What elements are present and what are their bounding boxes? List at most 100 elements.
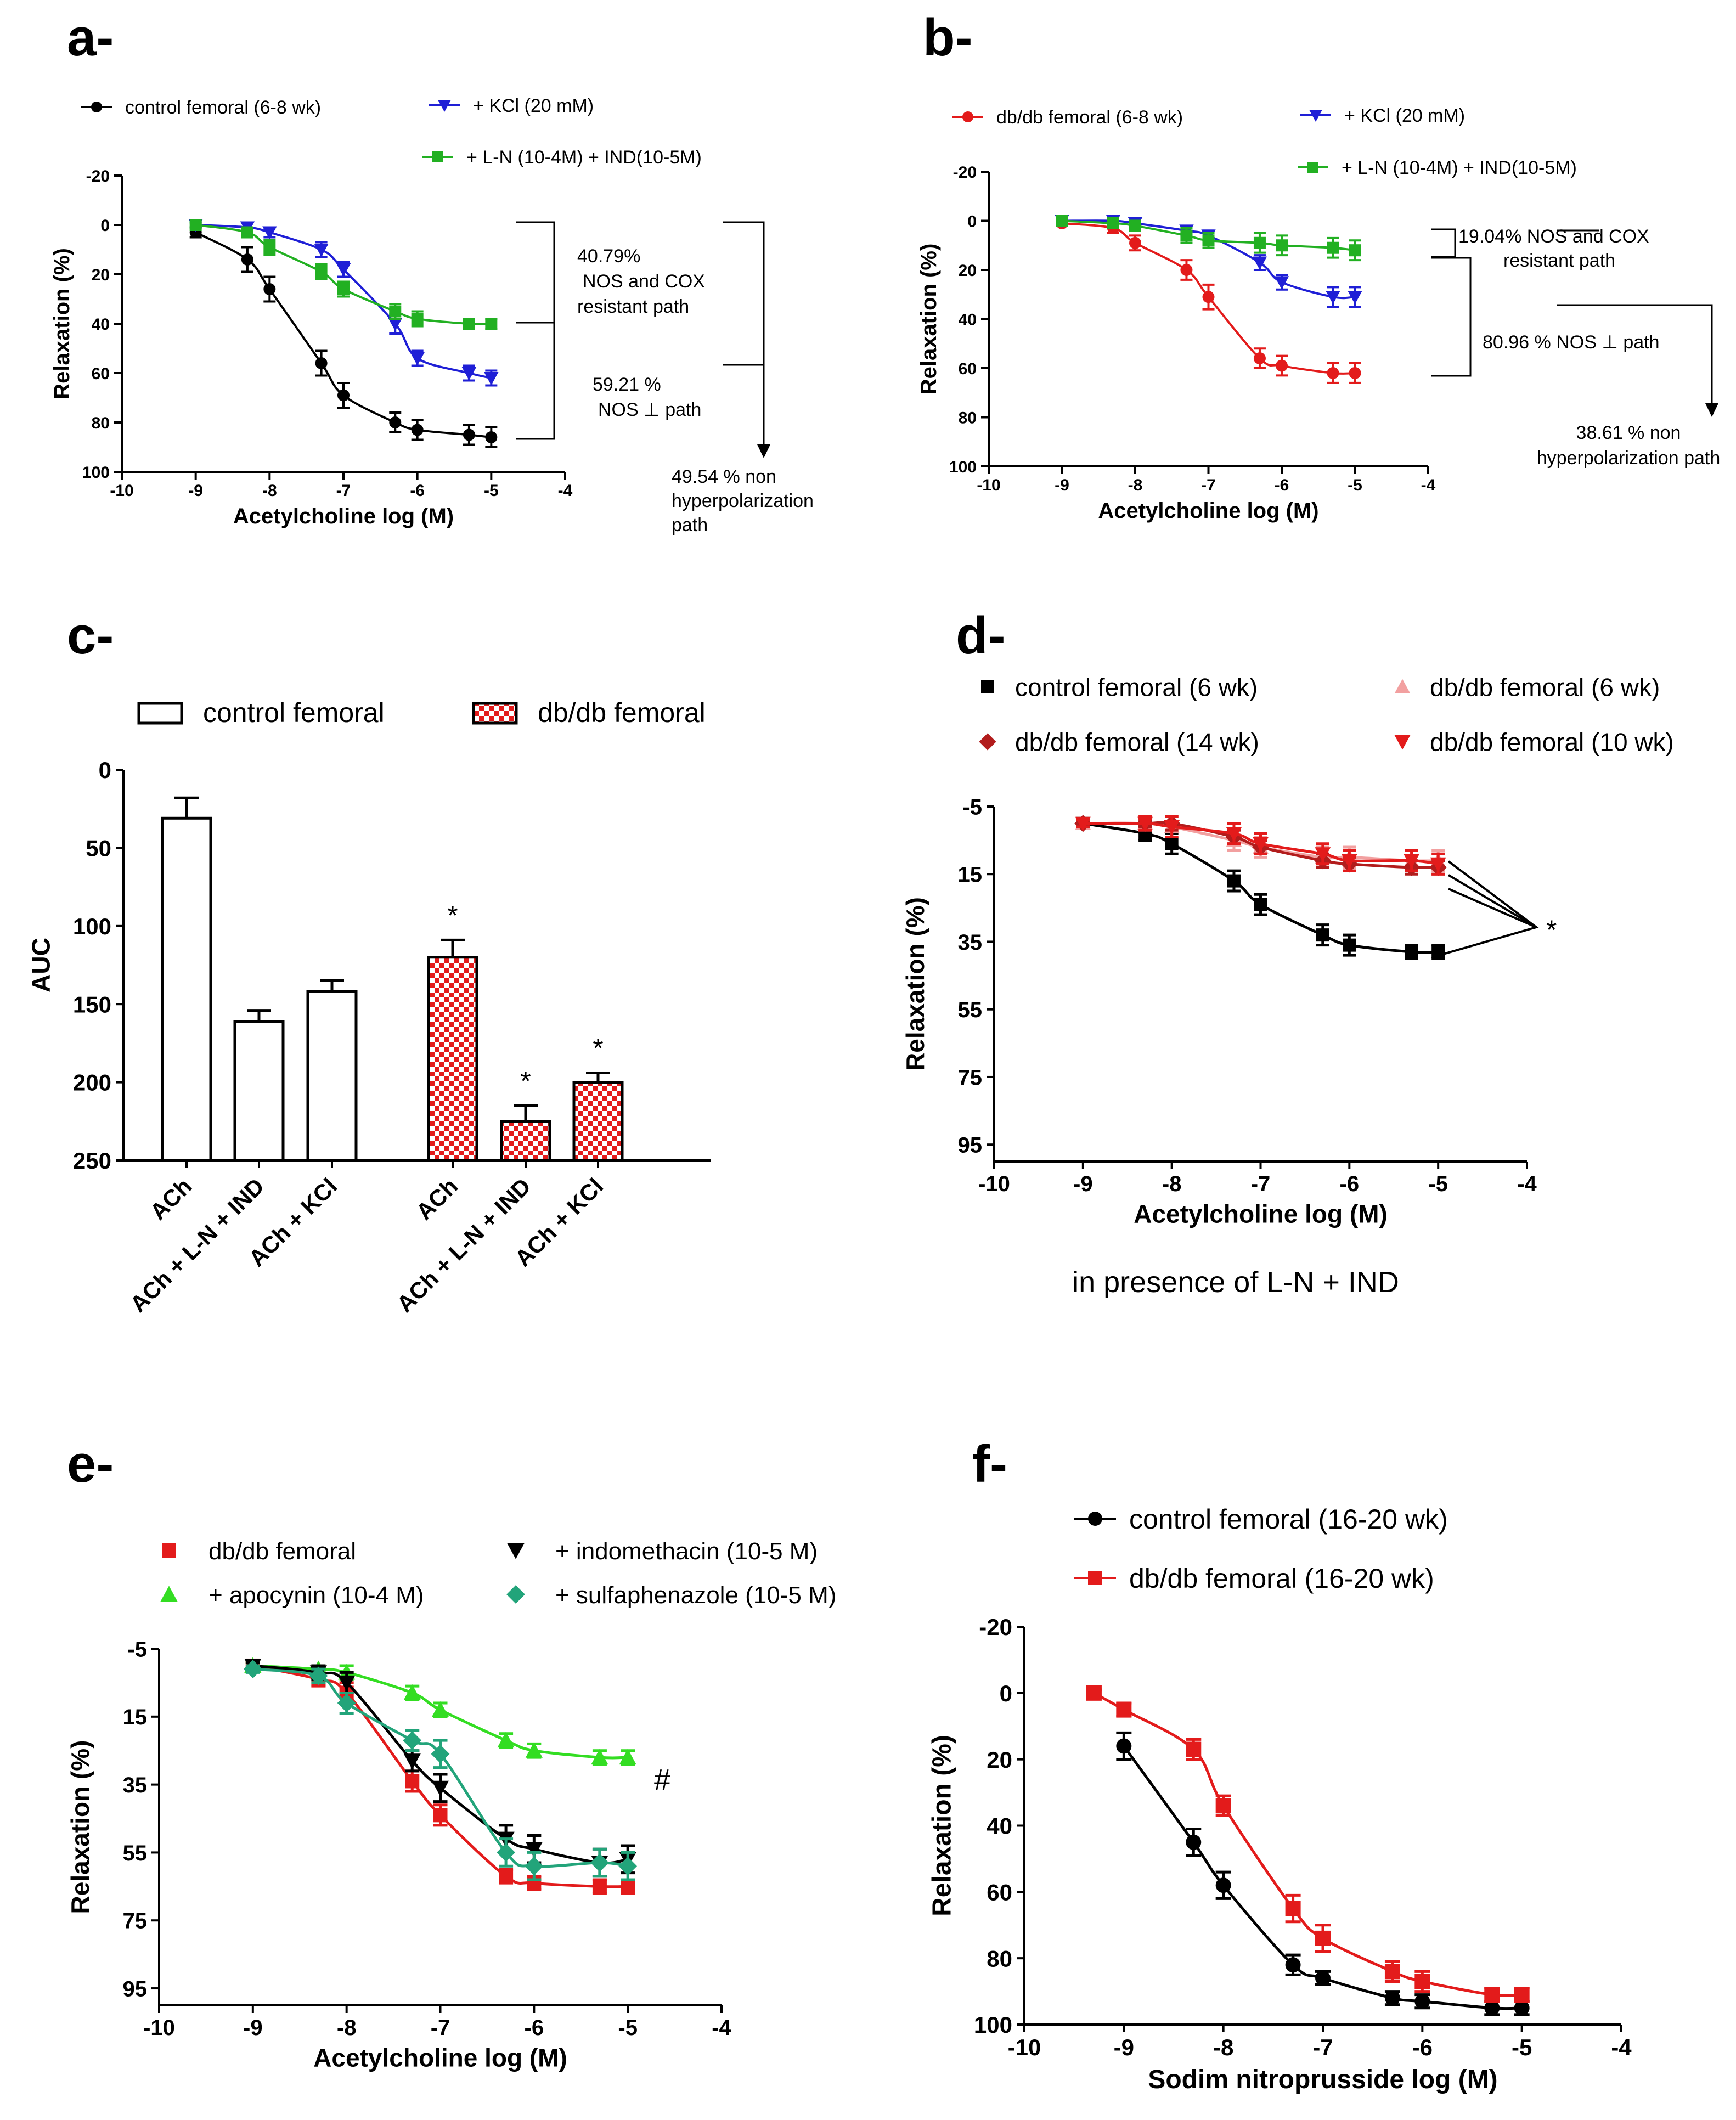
- data-point: [189, 219, 202, 231]
- bar: [572, 1081, 624, 1162]
- y-tick-label: 35: [123, 1773, 148, 1797]
- legend-marker: [1394, 679, 1411, 693]
- data-point: [621, 1879, 635, 1894]
- data-point: [461, 367, 477, 381]
- x-tick-label: -6: [410, 482, 425, 500]
- bracket-nos: [1431, 257, 1472, 377]
- data-point: [497, 1732, 515, 1748]
- data-point: [1116, 1702, 1132, 1718]
- legend-marker: [1394, 735, 1411, 750]
- y-tick-label: 80: [959, 409, 977, 427]
- y-tick-label: 100: [73, 914, 111, 939]
- arrow-line: [723, 221, 765, 450]
- data-point: [1215, 1877, 1231, 1893]
- x-axis-label: Sodim nitroprusside log (M): [1148, 2065, 1497, 2094]
- data-point: [433, 1808, 448, 1823]
- data-point: [1348, 291, 1362, 305]
- data-point: [1107, 217, 1119, 229]
- annotation-text: path: [672, 515, 708, 535]
- x-tick-label: -10: [143, 2016, 175, 2040]
- legend-marker: [979, 733, 996, 751]
- legend-label: db/db femoral (16-20 wk): [1129, 1563, 1434, 1594]
- series-line: [1093, 1692, 1522, 1997]
- data-point: [463, 428, 475, 441]
- legend-f: control femoral (16-20 wk) db/db femoral …: [1074, 1504, 1448, 1594]
- data-point: [525, 1857, 544, 1876]
- data-point: [485, 431, 498, 443]
- legend-label: + KCl (20 mM): [1344, 105, 1465, 126]
- bracket-nos-cox: [516, 221, 555, 324]
- chart-d: -5 15 35 55 75 95 -10 -9 -8 -7 -6 -5 -4 Acetylcholine…: [901, 795, 1537, 1228]
- data-point: [336, 263, 351, 277]
- x-tick-label: -7: [431, 2016, 450, 2040]
- annotations-b: 19.04% NOS and COX resistant path 80.96 % …: [1431, 226, 1720, 469]
- bar: [161, 816, 212, 1162]
- bar: [427, 956, 478, 1162]
- annotation-lines: [1437, 860, 1539, 957]
- data-point: [337, 283, 350, 295]
- data-point: [1430, 857, 1446, 872]
- data-point: [314, 244, 329, 257]
- data-point: [389, 416, 402, 428]
- x-tick-label: -5: [618, 2016, 638, 2040]
- data-point: [525, 1842, 543, 1858]
- data-point: [1186, 1834, 1202, 1850]
- data-point: [410, 352, 425, 366]
- legend-label: + indomethacin (10-5 M): [555, 1538, 818, 1565]
- data-point: [1116, 1738, 1132, 1754]
- y-tick-label: -5: [127, 1637, 147, 1661]
- y-tick-label: -20: [979, 1614, 1012, 1640]
- y-tick-label: 100: [974, 2012, 1012, 2038]
- y-tick-label: 0: [967, 212, 977, 230]
- data-point: [1274, 276, 1289, 290]
- y-tick-label: -20: [86, 167, 110, 185]
- data-point: [1056, 215, 1068, 227]
- data-point: [1343, 938, 1356, 952]
- y-tick-label: 0: [1000, 1681, 1012, 1706]
- legend-marker: [981, 680, 994, 693]
- x-tick-label: -9: [1055, 476, 1069, 494]
- annotation-text: 49.54 % non: [672, 466, 776, 487]
- significance-mark: #: [654, 1763, 670, 1796]
- legend-d: control femoral (6 wk) db/db femoral (6 w…: [979, 673, 1674, 757]
- data-point: [1285, 1901, 1301, 1916]
- data-point: [1129, 219, 1141, 232]
- data-point: [315, 357, 328, 369]
- chart-e: -5 15 35 55 75 95 -10 -9 -8 -7 -6 -5 -4 Acetylcholine…: [66, 1637, 732, 2072]
- series-l-n-10-4m-ind-10-5m: [189, 219, 498, 330]
- data-point: [525, 1742, 543, 1758]
- x-tick-label: -4: [558, 482, 573, 500]
- data-point: [1484, 1987, 1500, 2003]
- x-tick-label: ACh: [145, 1173, 196, 1225]
- data-point: [389, 305, 402, 318]
- y-tick-label: 40: [92, 315, 110, 334]
- data-point: [499, 1869, 514, 1884]
- series-line: [1123, 1745, 1522, 2010]
- data-point: [497, 1843, 515, 1862]
- data-point: [1285, 1957, 1301, 1973]
- data-point: [1349, 367, 1361, 379]
- annotation-text: resistant path: [577, 296, 689, 317]
- legend-label: db/db femoral (6 wk): [1430, 673, 1660, 702]
- legend-marker: [507, 1543, 525, 1559]
- y-axis-label: Relaxation (%): [928, 1735, 957, 1916]
- x-tick-label: -10: [978, 1172, 1010, 1196]
- y-tick-label: 95: [123, 1977, 148, 2001]
- y-tick-label: -5: [962, 795, 982, 819]
- bar: [500, 1120, 551, 1162]
- y-axis-label: Relaxation (%): [901, 897, 929, 1071]
- data-point: [591, 1749, 608, 1765]
- significance-mark: *: [1546, 915, 1557, 945]
- legend-marker: [1309, 110, 1322, 122]
- data-point: [431, 1745, 450, 1763]
- legend-label: control femoral: [203, 697, 385, 728]
- data-point: [592, 1879, 607, 1894]
- x-tick-label: -8: [1162, 1172, 1182, 1196]
- x-tick-label: ACh + L-N + IND: [125, 1173, 269, 1317]
- y-tick-label: 60: [987, 1879, 1012, 1905]
- data-point: [403, 1731, 422, 1750]
- legend-marker: [438, 100, 451, 112]
- significance-mark: *: [520, 1065, 531, 1096]
